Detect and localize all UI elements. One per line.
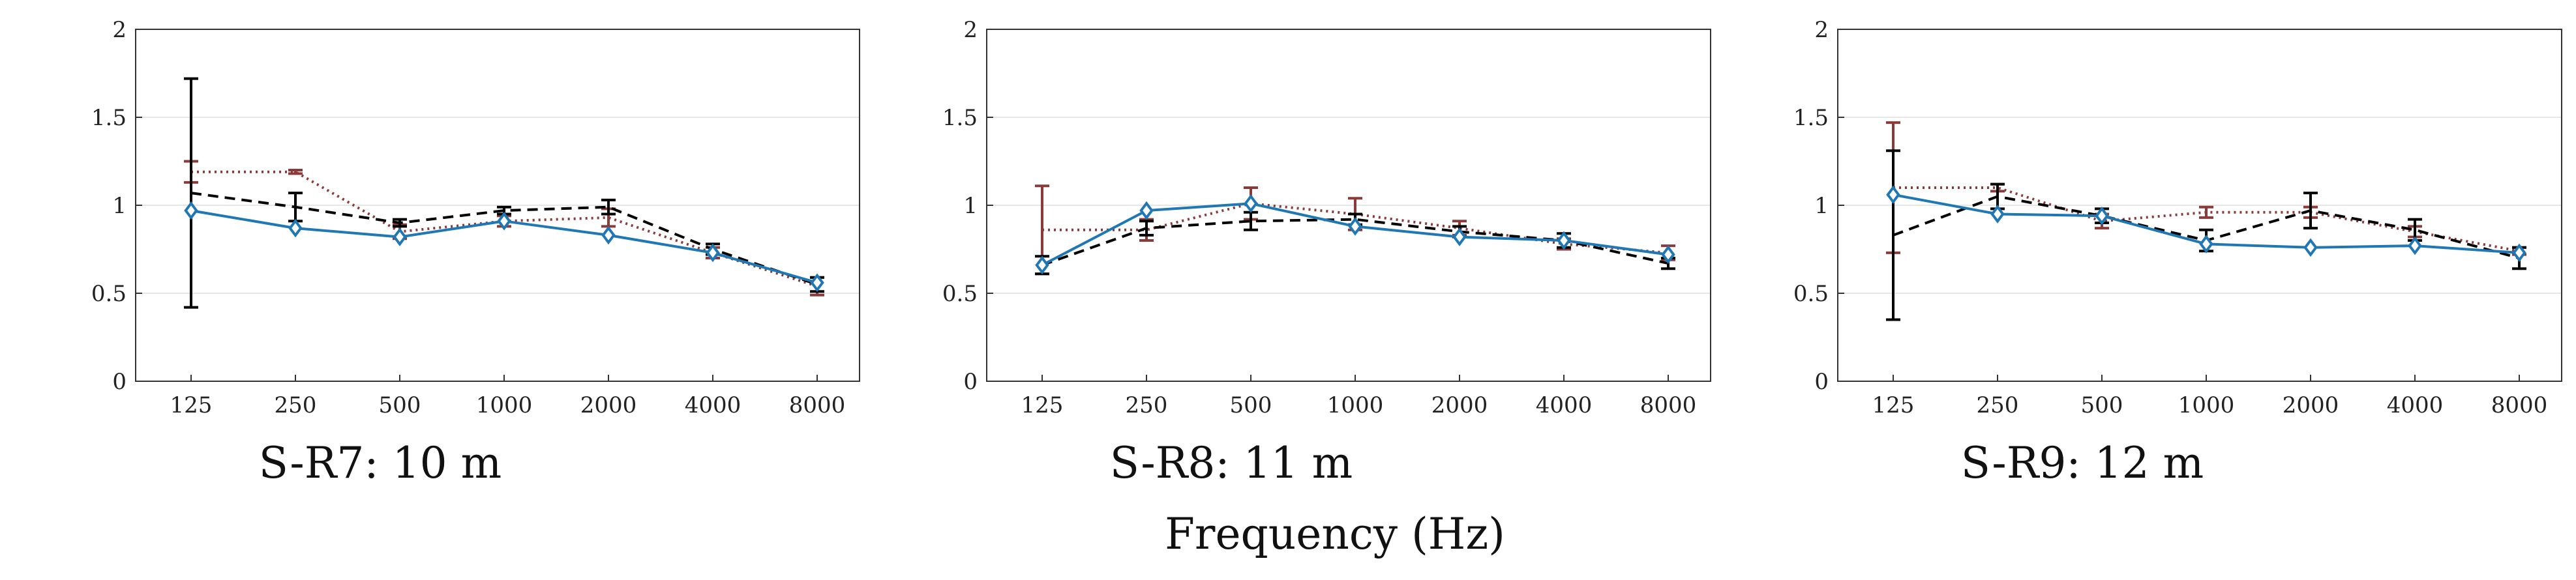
x-tick-label: 4000	[685, 392, 741, 418]
data-point-diamond	[810, 273, 824, 293]
data-point-diamond	[1244, 194, 1258, 213]
chart-title: S-R8: 11 m	[1110, 438, 1353, 488]
chart-title: S-R7: 10 m	[259, 438, 502, 488]
x-tick-label: 250	[1977, 392, 2019, 418]
y-tick-label: 1.5	[91, 105, 127, 131]
x-tick-label: 8000	[2491, 392, 2548, 418]
x-tick-label: 125	[1872, 392, 1915, 418]
y-tick-label: 0.5	[91, 281, 127, 307]
x-tick-label: 500	[1230, 392, 1272, 418]
y-tick-label: 1.5	[942, 105, 978, 131]
x-tick-label: 250	[1126, 392, 1168, 418]
y-tick-label: 2	[1814, 17, 1829, 43]
x-tick-label: 1000	[476, 392, 533, 418]
x-tick-label: 500	[2081, 392, 2123, 418]
x-tick-label: 2000	[580, 392, 637, 418]
y-tick-label: 1	[963, 193, 978, 219]
x-tick-label: 250	[275, 392, 317, 418]
data-point-diamond	[2303, 238, 2318, 257]
x-tick-label: 2000	[2283, 392, 2339, 418]
y-tick-label: 0	[963, 369, 978, 395]
y-tick-label: 1	[1814, 193, 1829, 219]
data-point-diamond	[2512, 243, 2526, 263]
y-tick-label: 2	[963, 17, 978, 43]
data-point-diamond	[1035, 255, 1049, 275]
x-tick-label: 500	[379, 392, 421, 418]
y-tick-label: 0.5	[942, 281, 978, 307]
data-point-diamond	[1886, 185, 1900, 205]
y-tick-label: 0	[1814, 369, 1829, 395]
data-point-diamond	[1452, 227, 1467, 246]
x-tick-label: 4000	[2387, 392, 2444, 418]
chart-panel-2: 0 0.5 1 1.5 2 125 250 500 1000 2000 4000 8000 S-R8: …	[942, 17, 1711, 488]
x-tick-label: 125	[1021, 392, 1064, 418]
x-tick-label: 125	[170, 392, 213, 418]
data-point-diamond	[2408, 236, 2422, 255]
x-tick-label: 1000	[2178, 392, 2235, 418]
data-point-diamond	[2199, 235, 2213, 254]
y-tick-label: 1.5	[1793, 105, 1829, 131]
y-tick-label: 0	[112, 369, 127, 395]
x-tick-label: 8000	[789, 392, 846, 418]
data-point-diamond	[1139, 201, 1154, 220]
data-point-diamond	[393, 227, 407, 246]
data-point-diamond	[184, 201, 198, 220]
x-axis-label: Frequency (Hz)	[1165, 509, 1505, 559]
data-point-diamond	[1990, 205, 2005, 224]
data-point-diamond	[1557, 231, 1571, 250]
chart-panel-1: 0 0.5 1 1.5 2 125 250 500 1000 2000 4000 8000 S-R7: …	[91, 17, 860, 488]
y-tick-label: 0.5	[1793, 281, 1829, 307]
data-point-diamond	[601, 225, 616, 245]
data-point-diamond	[1661, 245, 1675, 264]
chart-title: S-R9: 12 m	[1961, 438, 2204, 488]
data-point-diamond	[706, 243, 720, 263]
x-tick-label: 4000	[1536, 392, 1593, 418]
data-point-diamond	[288, 218, 303, 238]
y-tick-label: 1	[112, 193, 127, 219]
data-point-diamond	[2095, 206, 2109, 225]
data-point-diamond	[497, 211, 511, 231]
data-point-diamond	[1348, 217, 1362, 236]
chart-panel-3: 0 0.5 1 1.5 2 125 250 500 1000 2000 4000 8000 S-R9: …	[1793, 17, 2562, 488]
x-tick-label: 1000	[1327, 392, 1384, 418]
x-tick-label: 2000	[1431, 392, 1488, 418]
x-tick-label: 8000	[1640, 392, 1697, 418]
y-tick-label: 2	[112, 17, 127, 43]
